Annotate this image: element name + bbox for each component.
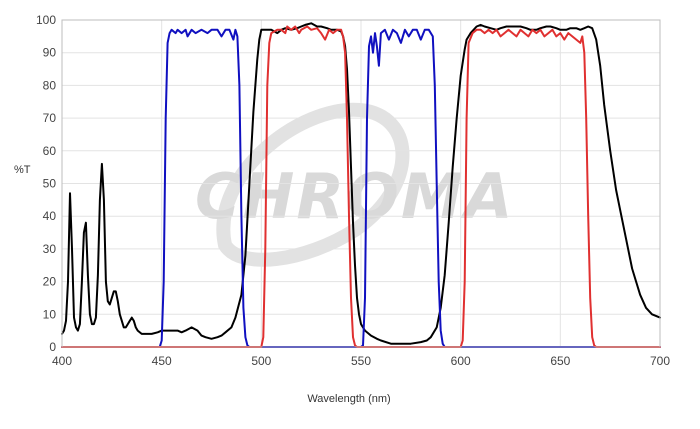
plot-area-frame [61,19,661,348]
y-tick-label-70: 70 [43,111,57,125]
x-tick-label-650: 650 [550,354,570,368]
chart-grid [61,19,661,348]
x-axis-title: Wavelength (nm) [307,393,390,405]
x-axis-ticks: 400 450 500 550 600 650 700 [52,354,670,368]
x-tick-label-450: 450 [152,354,172,368]
y-tick-label-60: 60 [43,144,57,158]
y-tick-label-0: 0 [49,340,56,354]
series-line-3 [61,25,661,348]
y-tick-label-10: 10 [43,307,57,321]
y-tick-label-30: 30 [43,242,57,256]
y-tick-label-100: 100 [36,13,56,27]
y-tick-label-80: 80 [43,78,57,92]
x-tick-label-600: 600 [451,354,471,368]
y-tick-label-50: 50 [43,177,57,191]
y-tick-label-20: 20 [43,275,57,289]
y-tick-label-90: 90 [43,46,57,60]
x-tick-label-700: 700 [650,354,670,368]
x-tick-label-550: 550 [351,354,371,368]
x-tick-label-500: 500 [251,354,271,368]
x-tick-label-400: 400 [52,354,72,368]
y-axis-title: %T [14,164,31,176]
y-axis-ticks: 0 10 20 30 40 50 60 70 80 90 100 [36,13,56,354]
y-tick-label-40: 40 [43,209,57,223]
